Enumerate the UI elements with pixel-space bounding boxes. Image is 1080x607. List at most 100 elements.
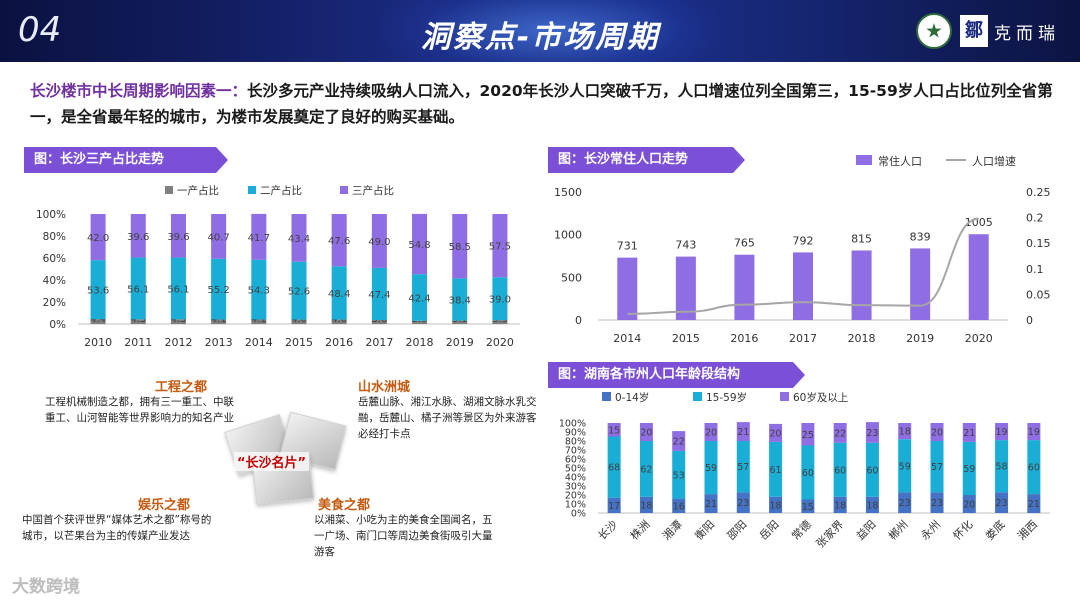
y-tick-label: 0% <box>49 319 66 331</box>
data-label: 48.4 <box>328 289 350 300</box>
data-label: 20 <box>963 500 975 511</box>
bar-segment <box>672 498 686 513</box>
bar-segment <box>452 320 468 324</box>
info-title-landscape: 山水洲城 <box>358 380 411 395</box>
header-banner: 04 洞察点-市场周期 鄒 克而瑞 <box>0 0 1080 62</box>
data-label: 18 <box>770 500 782 511</box>
series-line <box>627 217 979 315</box>
x-tick-label: 2017 <box>789 332 817 345</box>
x-tick-label: 2015 <box>285 336 313 349</box>
legend-label: 15-59岁 <box>706 391 747 404</box>
x-tick-label: 湘潭 <box>659 517 684 542</box>
x-tick-label: 2020 <box>965 332 993 345</box>
data-label: 54.8 <box>408 240 430 251</box>
data-label: 60 <box>802 468 814 479</box>
bar-segment <box>90 260 106 320</box>
data-label: 23 <box>931 498 943 509</box>
data-label: 20 <box>705 428 717 439</box>
legend-swatch <box>165 186 173 194</box>
bar-segment <box>251 259 267 320</box>
data-label: 16 <box>673 501 685 512</box>
x-tick-label: 2018 <box>848 332 876 345</box>
bar-segment <box>898 492 912 513</box>
x-tick-label: 2012 <box>164 336 192 349</box>
bar-segment <box>672 450 686 499</box>
bar-segment <box>930 441 944 493</box>
bar-segment <box>291 261 307 320</box>
data-label: 15 <box>802 502 814 513</box>
y-tick-label: 500 <box>561 271 582 284</box>
bar <box>968 234 989 320</box>
data-label: 21 <box>963 428 975 439</box>
y-tick-label: 80% <box>43 231 66 243</box>
x-tick-label: 衡阳 <box>692 518 717 543</box>
data-label: 61 <box>770 465 782 476</box>
data-label: 4.1 <box>211 314 227 325</box>
bar <box>617 257 638 320</box>
bar-segment <box>371 214 387 268</box>
data-label: 21 <box>705 499 717 510</box>
legend-label: 三产占比 <box>352 184 394 197</box>
bar-segment <box>452 278 468 321</box>
bar-segment <box>833 496 847 513</box>
data-label: 39.6 <box>167 232 189 243</box>
bar-segment <box>865 442 879 497</box>
data-label: 40.7 <box>208 232 230 243</box>
logo-mark: 鄒 <box>960 15 988 47</box>
bar-segment <box>211 319 227 324</box>
seal-icon <box>916 13 952 49</box>
x-tick-label: 2018 <box>406 336 434 349</box>
data-label: 18 <box>899 427 911 438</box>
bar-segment <box>801 499 815 513</box>
data-label: 62 <box>640 464 652 475</box>
data-label: 38.4 <box>449 295 471 306</box>
data-label: 22 <box>834 428 846 439</box>
y2-tick-label: 0.15 <box>1026 237 1051 250</box>
y-tick-label: 10% <box>565 500 586 511</box>
data-label: 743 <box>675 239 696 252</box>
bar-segment <box>704 494 718 513</box>
data-label: 59 <box>705 463 717 474</box>
data-label: 23 <box>899 498 911 509</box>
bar-segment <box>371 320 387 324</box>
data-label: 19 <box>996 427 1008 438</box>
y2-tick-label: 0 <box>1026 314 1033 327</box>
data-label: 20 <box>931 428 943 439</box>
bar-segment <box>607 423 621 437</box>
bar-segment <box>371 267 387 321</box>
info-title-engineering: 工程之都 <box>155 380 208 395</box>
y-tick-label: 0% <box>571 509 586 520</box>
data-label: 765 <box>734 237 755 250</box>
chart3-age-structure: 0-14岁 15-59岁 60岁及以上 0%10%20%30%40%50%60%70%… <box>559 391 1050 550</box>
bar-segment <box>962 423 976 442</box>
data-label: 60 <box>1028 463 1040 474</box>
x-tick-label: 张家界 <box>813 517 846 550</box>
info-text-engineering: 工程机械制造之都，拥有三一重工、中联重工、山河智能等世界影响力的知名产业 <box>45 396 234 424</box>
bar-segment <box>736 422 750 441</box>
data-label: 23 <box>866 428 878 439</box>
section-number: 04 <box>18 10 62 50</box>
data-label: 4.3 <box>171 314 187 325</box>
x-tick-label: 湘西 <box>1015 517 1040 542</box>
y-tick-label: 1000 <box>554 229 582 242</box>
y-tick-label: 90% <box>565 428 586 439</box>
legend-swatch <box>693 392 702 401</box>
y-tick-label: 1500 <box>554 186 582 199</box>
data-label: 21 <box>1028 499 1040 510</box>
bar-segment <box>736 441 750 493</box>
x-tick-label: 常德 <box>789 517 814 542</box>
bar-segment <box>607 497 621 513</box>
x-tick-label: 郴州 <box>885 517 910 542</box>
bar-segment <box>170 214 186 258</box>
bar-segment <box>769 496 783 513</box>
bar-segment <box>90 214 106 261</box>
x-tick-label: 长沙 <box>596 518 621 543</box>
y-tick-label: 50% <box>565 464 586 475</box>
data-label: 57.5 <box>489 242 511 253</box>
data-label: 23 <box>737 498 749 509</box>
data-label: 815 <box>851 232 872 245</box>
data-label: 42.0 <box>87 233 109 244</box>
city-card-label: “长沙名片” <box>234 452 310 471</box>
x-tick-label: 2017 <box>365 336 393 349</box>
y-tick-label: 40% <box>565 473 586 484</box>
